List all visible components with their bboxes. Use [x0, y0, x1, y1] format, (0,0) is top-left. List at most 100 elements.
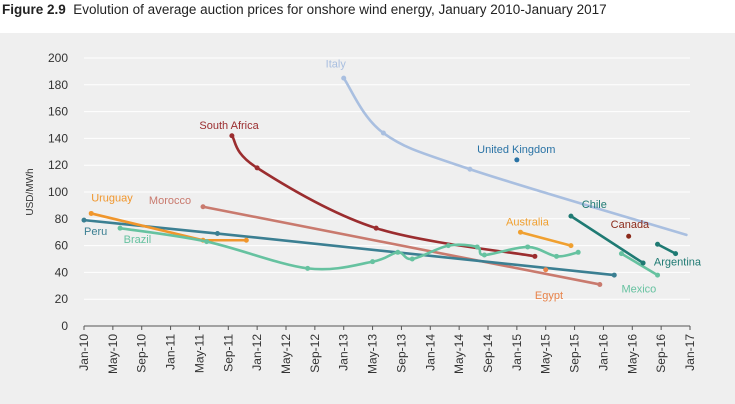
- y-tick-40: 40: [55, 265, 69, 279]
- series-label-egypt: Egypt: [535, 290, 563, 302]
- data-point-peru-2: [611, 272, 617, 278]
- data-point-south-africa-3: [532, 253, 538, 259]
- y-tick-60: 60: [55, 239, 69, 253]
- axes: [83, 325, 691, 330]
- series-label-uruguay: Uruguay: [91, 192, 133, 204]
- data-point-mexico-0: [618, 251, 624, 257]
- data-point-south-africa-0: [229, 133, 235, 139]
- y-tick-200: 200: [48, 51, 68, 65]
- series-label-argentina: Argentina: [654, 257, 702, 269]
- series-label-morocco: Morocco: [149, 195, 191, 207]
- data-point-argentina-0: [655, 241, 661, 247]
- x-tick-sep-13: Sep-13: [394, 334, 408, 373]
- x-tick-may-13: May-13: [366, 334, 380, 374]
- data-point-canada-0: [626, 233, 632, 239]
- figure-title: Figure 2.9 Evolution of average auction …: [2, 2, 607, 17]
- x-tick-sep-10: Sep-10: [135, 334, 149, 373]
- series-line-australia: [519, 230, 573, 247]
- series-mexico: [618, 251, 661, 278]
- data-point-australia-0: [517, 229, 523, 235]
- figure-number: Figure 2.9: [2, 2, 66, 17]
- y-tick-0: 0: [61, 319, 68, 333]
- data-point-chile-1: [640, 260, 646, 266]
- series-label-united-kingdom: United Kingdom: [477, 144, 555, 156]
- data-point-argentina-1: [673, 251, 679, 257]
- series-label-italy: Italy: [326, 58, 347, 70]
- x-tick-jan-14: Jan-14: [423, 334, 437, 371]
- x-tick-jan-15: Jan-15: [510, 334, 524, 371]
- data-point-egypt-0: [543, 267, 549, 273]
- x-tick-jan-17: Jan-17: [683, 334, 697, 371]
- y-tick-20: 20: [55, 292, 69, 306]
- series-chile: [568, 213, 646, 266]
- data-point-peru-1: [214, 231, 220, 237]
- x-tick-jan-16: Jan-16: [596, 334, 610, 371]
- data-point-brazil-7: [474, 244, 480, 250]
- x-tick-sep-11: Sep-11: [221, 334, 235, 372]
- data-point-brazil-5: [409, 256, 415, 262]
- series-label-chile: Chile: [582, 199, 607, 211]
- data-point-brazil-9: [525, 244, 531, 250]
- data-point-morocco-0: [200, 204, 206, 210]
- y-axis-label: USD/MWh: [25, 168, 36, 215]
- x-tick-sep-14: Sep-14: [481, 334, 495, 373]
- data-point-italy-2: [467, 166, 473, 172]
- y-tick-100: 100: [48, 185, 68, 199]
- data-point-peru-0: [81, 217, 87, 223]
- x-tick-may-15: May-15: [539, 334, 553, 374]
- data-point-australia-1: [568, 243, 574, 249]
- data-point-morocco-1: [597, 281, 603, 287]
- x-tick-may-10: May-10: [106, 334, 120, 374]
- y-tick-140: 140: [48, 131, 68, 145]
- data-point-italy-1: [380, 130, 386, 136]
- series-line-italy: [342, 76, 688, 237]
- x-tick-jan-13: Jan-13: [337, 334, 351, 371]
- series-label-peru: Peru: [84, 226, 107, 238]
- series-label-brazil: Brazil: [124, 234, 152, 246]
- data-point-brazil-1: [204, 239, 210, 245]
- y-tick-160: 160: [48, 105, 68, 119]
- data-point-united-kingdom-0: [514, 157, 520, 163]
- series-layer: [81, 75, 688, 287]
- data-point-south-africa-2: [373, 225, 379, 231]
- x-tick-jan-10: Jan-10: [77, 334, 91, 371]
- data-point-brazil-8: [481, 252, 487, 258]
- data-point-italy-0: [341, 75, 347, 81]
- series-united-kingdom: [514, 157, 520, 163]
- x-tick-jan-12: Jan-12: [250, 334, 264, 371]
- series-label-australia: Australia: [506, 217, 550, 229]
- data-point-brazil-10: [554, 253, 560, 259]
- series-label-mexico: Mexico: [621, 284, 656, 296]
- series-line-chile: [569, 214, 645, 265]
- series-line-mexico: [620, 252, 659, 277]
- y-tick-labels: 0 20 40 60 80 100 120 140 160 180 200: [48, 51, 68, 333]
- series-australia: [517, 229, 574, 249]
- data-point-brazil-0: [117, 225, 123, 231]
- data-point-south-africa-1: [254, 165, 260, 171]
- series-morocco: [200, 204, 603, 287]
- series-argentina: [655, 241, 679, 257]
- data-point-brazil-3: [370, 259, 376, 265]
- series-egypt: [543, 267, 549, 273]
- series-canada: [626, 233, 632, 239]
- series-italy: [341, 75, 688, 237]
- series-label-canada: Canada: [611, 219, 650, 231]
- data-point-brazil-6: [445, 243, 451, 249]
- data-point-uruguay-2: [243, 237, 249, 243]
- x-tick-may-11: May-11: [192, 334, 206, 373]
- x-tick-may-12: May-12: [279, 334, 293, 374]
- series-brazil: [117, 225, 581, 271]
- data-point-brazil-11: [575, 249, 581, 255]
- x-tick-sep-15: Sep-15: [568, 334, 582, 373]
- data-point-mexico-1: [655, 272, 661, 278]
- series-line-morocco: [201, 205, 602, 286]
- series-line-argentina: [656, 242, 677, 255]
- figure-caption: Evolution of average auction prices for …: [73, 2, 607, 17]
- series-uruguay: [88, 210, 249, 243]
- x-tick-sep-16: Sep-16: [654, 334, 668, 373]
- data-point-brazil-2: [305, 265, 311, 271]
- x-tick-sep-12: Sep-12: [308, 334, 322, 373]
- x-tick-labels: Jan-10 May-10 Sep-10 Jan-11 May-11 Sep-11 Jan-…: [77, 334, 697, 374]
- data-point-brazil-4: [395, 249, 401, 255]
